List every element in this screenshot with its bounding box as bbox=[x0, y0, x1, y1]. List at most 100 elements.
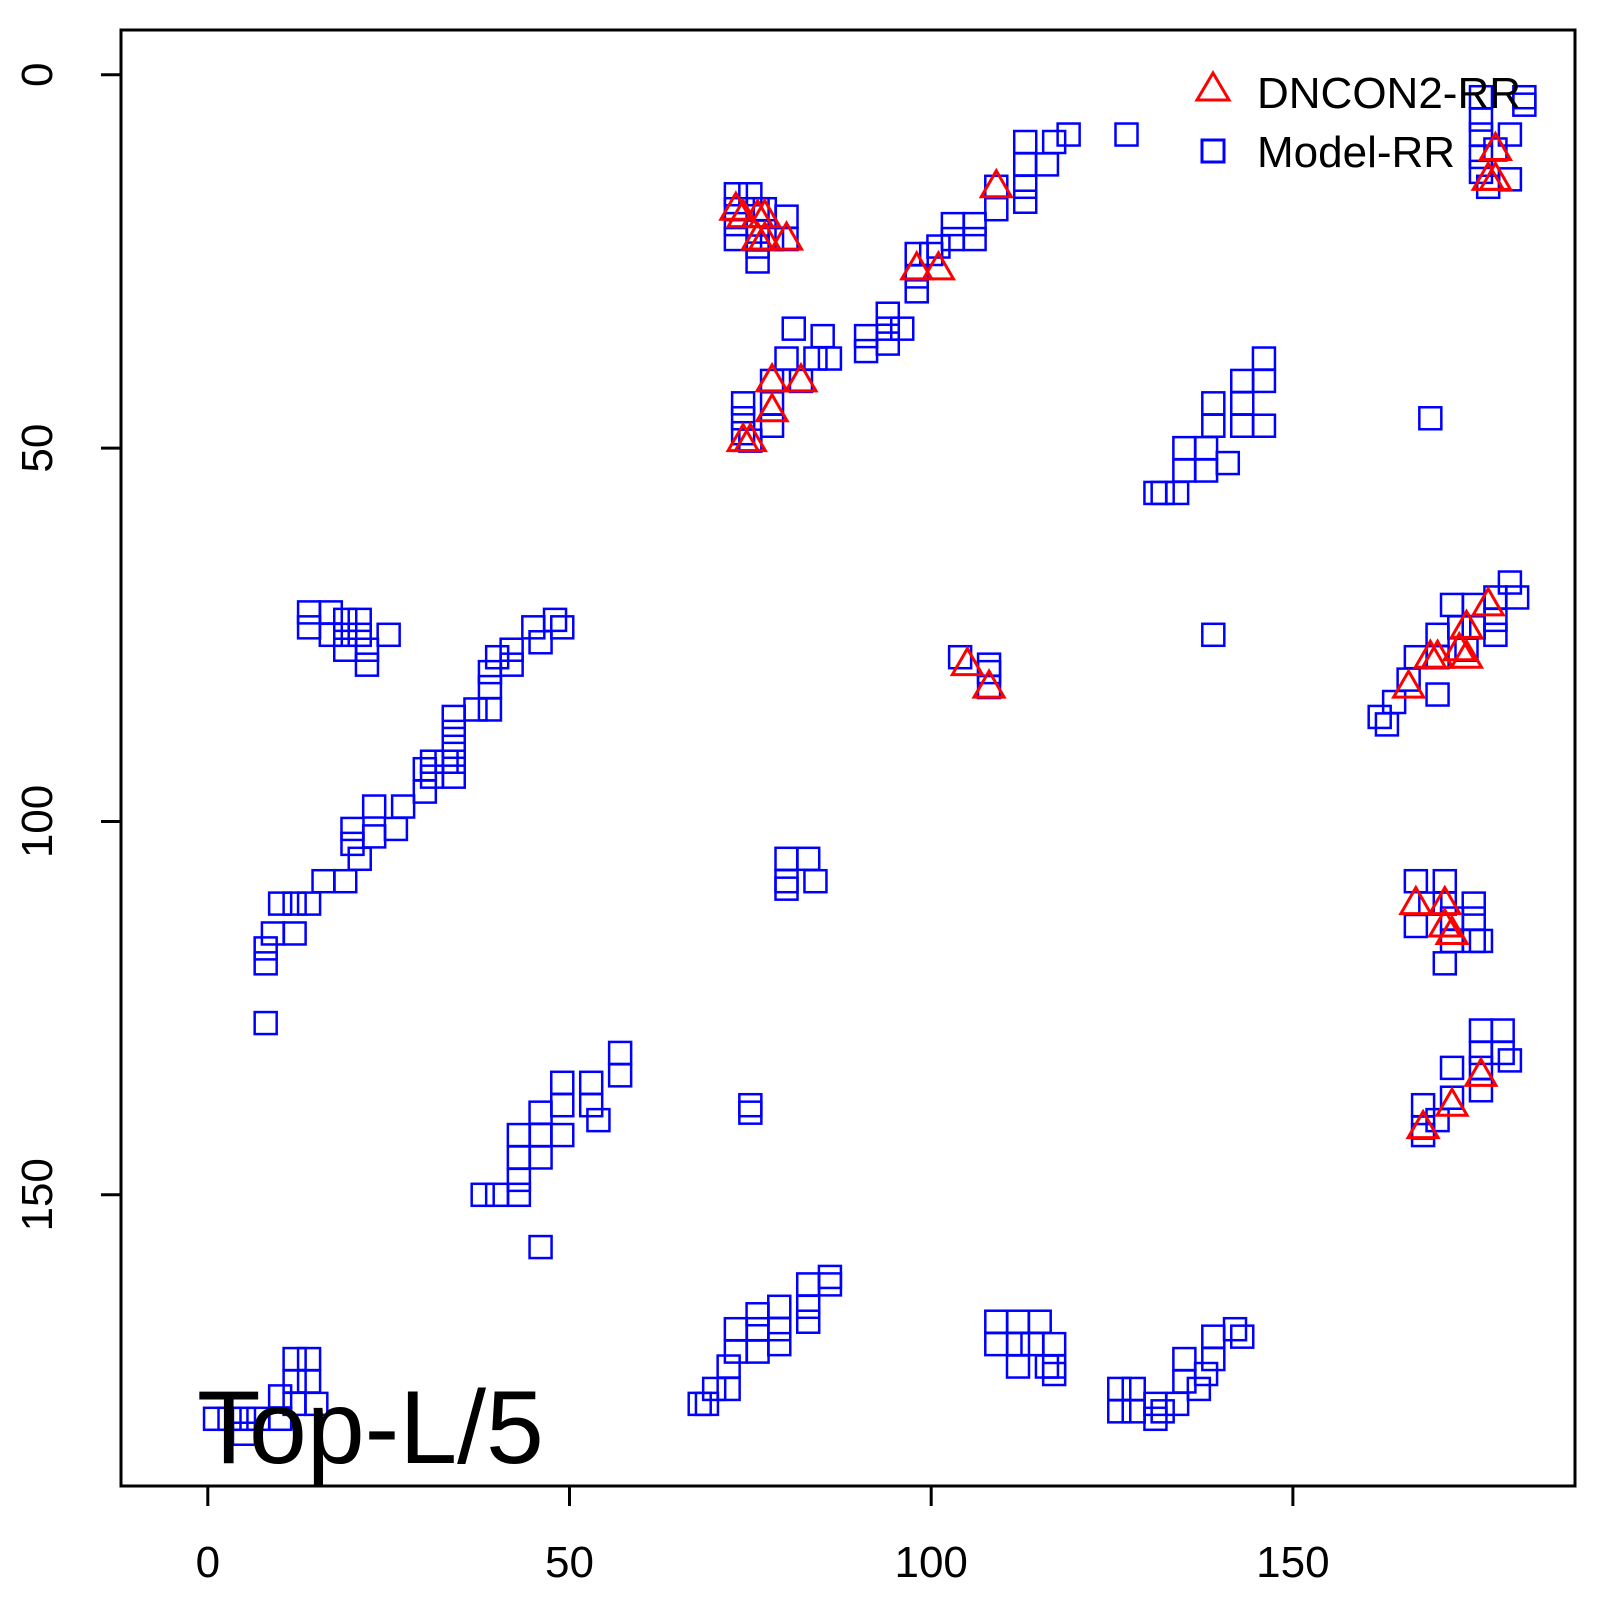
model-rr-point bbox=[853, 338, 879, 364]
model-rr-point bbox=[282, 1346, 307, 1372]
model-rr-point bbox=[1005, 1354, 1031, 1379]
legend-square-marker bbox=[1200, 138, 1226, 164]
model-rr-point bbox=[1512, 92, 1537, 117]
model-rr-point bbox=[1403, 868, 1429, 894]
x-tick-label: 50 bbox=[545, 1538, 594, 1587]
model-rr-point bbox=[607, 1063, 633, 1088]
series-model-rr bbox=[202, 84, 1537, 1446]
model-rr-point bbox=[1172, 1346, 1197, 1372]
model-rr-point bbox=[1439, 592, 1465, 618]
y-tick-label: 0 bbox=[13, 63, 62, 87]
y-tick-label: 150 bbox=[13, 1158, 62, 1231]
model-rr-point bbox=[477, 659, 503, 685]
dncon2-rr-point bbox=[1405, 1108, 1441, 1140]
model-rr-point bbox=[477, 674, 503, 700]
dncon2-rr-point bbox=[1412, 638, 1448, 669]
model-rr-point bbox=[1150, 1399, 1175, 1424]
model-rr-point bbox=[231, 1421, 257, 1446]
model-rr-point bbox=[904, 264, 929, 289]
dncon2-rr-point bbox=[754, 391, 790, 423]
model-rr-point bbox=[1222, 1316, 1248, 1342]
dncon2-rr-point bbox=[920, 249, 957, 281]
model-rr-point bbox=[1468, 1040, 1494, 1066]
model-rr-point bbox=[542, 607, 568, 633]
model-rr-point bbox=[441, 704, 467, 730]
model-rr-point bbox=[231, 1406, 257, 1432]
model-rr-point bbox=[962, 211, 987, 237]
model-rr-point bbox=[586, 1107, 611, 1133]
model-rr-point bbox=[745, 249, 770, 274]
legend-label-dncon2: DNCON2-RR bbox=[1257, 69, 1521, 118]
model-rr-point bbox=[795, 846, 821, 872]
model-rr-point bbox=[1490, 1040, 1515, 1066]
model-rr-point bbox=[550, 1122, 575, 1148]
model-rr-point bbox=[1164, 480, 1190, 506]
model-rr-point bbox=[781, 316, 806, 341]
model-rr-point bbox=[506, 1145, 532, 1170]
model-rr-point bbox=[687, 1391, 712, 1417]
model-rr-point bbox=[296, 615, 322, 640]
model-rr-point bbox=[1201, 622, 1226, 648]
model-rr-point bbox=[253, 951, 278, 976]
model-rr-point bbox=[767, 1331, 792, 1357]
model-rr-point bbox=[1143, 1406, 1168, 1432]
dncon2-rr-point bbox=[949, 645, 985, 677]
model-rr-point bbox=[1439, 928, 1465, 954]
model-rr-point bbox=[550, 1070, 575, 1096]
model-rr-point bbox=[1107, 1376, 1132, 1402]
model-rr-point bbox=[1251, 368, 1277, 394]
dncon2-rr-point bbox=[747, 197, 783, 229]
model-rr-point bbox=[383, 816, 409, 842]
model-rr-point bbox=[759, 413, 785, 438]
x-tick-label: 100 bbox=[894, 1538, 967, 1587]
model-rr-point bbox=[1034, 1354, 1060, 1379]
model-rr-point bbox=[318, 622, 344, 648]
model-rr-point bbox=[340, 831, 365, 857]
model-rr-point bbox=[1005, 1309, 1031, 1334]
model-rr-point bbox=[332, 622, 358, 648]
model-rr-point bbox=[904, 279, 929, 304]
model-rr-point bbox=[810, 323, 835, 349]
plot-frame bbox=[119, 28, 1577, 1488]
model-rr-point bbox=[1483, 622, 1508, 648]
model-rr-point bbox=[282, 921, 307, 946]
y-axis: 0 50 100 150 bbox=[13, 63, 123, 1232]
model-rr-point bbox=[723, 1339, 749, 1364]
model-rr-point bbox=[1251, 346, 1277, 371]
model-rr-point bbox=[506, 1182, 532, 1208]
model-rr-point bbox=[1229, 413, 1255, 438]
model-rr-point bbox=[419, 764, 445, 789]
model-rr-point bbox=[340, 816, 365, 842]
model-rr-point bbox=[332, 868, 358, 894]
model-rr-point bbox=[738, 1092, 763, 1118]
model-rr-point bbox=[1172, 1369, 1197, 1394]
model-rr-point bbox=[1367, 704, 1392, 730]
model-rr-point bbox=[1121, 1399, 1146, 1424]
model-rr-point bbox=[354, 652, 380, 677]
model-rr-point bbox=[723, 182, 749, 207]
series-layer bbox=[202, 84, 1537, 1446]
model-rr-point bbox=[528, 630, 553, 655]
model-rr-point bbox=[1164, 1391, 1190, 1417]
legend-label-model: Model-RR bbox=[1257, 128, 1455, 177]
model-rr-point bbox=[1020, 1331, 1045, 1357]
model-rr-point bbox=[578, 1092, 604, 1118]
model-rr-point bbox=[940, 226, 966, 252]
dncon2-rr-point bbox=[1477, 130, 1514, 161]
model-rr-point bbox=[1201, 391, 1226, 416]
model-rr-point bbox=[528, 1122, 553, 1148]
model-rr-point bbox=[217, 1406, 242, 1432]
model-rr-point bbox=[506, 1122, 532, 1148]
model-rr-point bbox=[745, 1339, 770, 1364]
model-rr-point bbox=[767, 1294, 792, 1320]
model-rr-point bbox=[296, 1346, 322, 1372]
model-rr-point bbox=[730, 391, 756, 416]
model-rr-point bbox=[1012, 129, 1038, 155]
model-rr-point bbox=[694, 1391, 720, 1417]
model-rr-point bbox=[347, 607, 372, 633]
dncon2-rr-point bbox=[747, 220, 783, 251]
model-rr-point bbox=[774, 876, 799, 901]
model-rr-point bbox=[1215, 450, 1241, 476]
model-rr-point bbox=[528, 1145, 553, 1170]
dncon2-rr-point bbox=[1427, 884, 1463, 916]
